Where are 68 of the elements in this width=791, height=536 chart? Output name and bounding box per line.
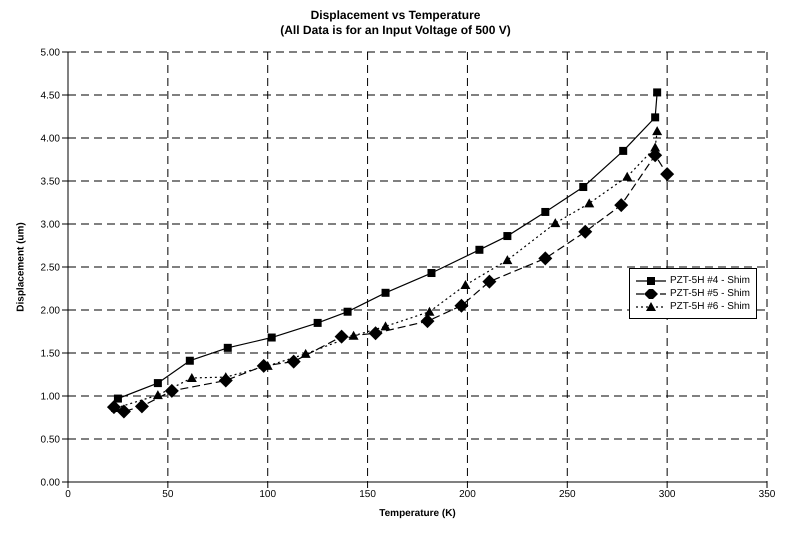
point (651, 113, 660, 122)
point (268, 334, 276, 342)
y-axis-title: Displacement (um) (16, 222, 27, 312)
point (502, 255, 512, 264)
point (424, 306, 434, 316)
y-tick-label: 3.00 (40, 220, 60, 231)
point (660, 167, 674, 182)
point (475, 246, 484, 254)
x-tick-label: 250 (558, 489, 576, 500)
point (482, 274, 496, 289)
point (300, 348, 311, 358)
point (380, 321, 391, 330)
point (314, 318, 322, 327)
point (154, 379, 162, 388)
point (584, 198, 594, 208)
y-tick-label: 3.50 (40, 176, 60, 188)
point (460, 280, 470, 290)
point (503, 232, 512, 240)
y-tick-label: 0.50 (40, 434, 60, 446)
y-tick-label: 0.00 (40, 478, 60, 489)
point (134, 399, 149, 414)
point (650, 142, 660, 152)
point (579, 183, 588, 192)
point (116, 404, 131, 418)
x-axis-title: Temperature (K) (379, 508, 456, 519)
x-tick-label: 100 (259, 489, 276, 500)
point (334, 330, 349, 344)
point (653, 88, 662, 96)
point (420, 314, 434, 328)
point (427, 269, 436, 278)
point (538, 251, 552, 266)
y-tick-label: 4.50 (40, 90, 60, 102)
point (622, 172, 632, 181)
point (152, 390, 163, 400)
legend-label: PZT-5H #6 - Shim (670, 301, 750, 312)
point (652, 126, 662, 136)
point (368, 326, 383, 340)
legend-label: PZT-5H #4 - Shim (670, 275, 750, 286)
point (614, 198, 628, 212)
x-tick-label: 300 (658, 489, 676, 500)
x-tick-label: 350 (758, 489, 776, 500)
y-tick-label: 2.50 (40, 262, 60, 274)
point (382, 288, 390, 297)
point (348, 330, 359, 340)
point (164, 384, 179, 398)
point (550, 218, 560, 228)
x-tick-label: 200 (459, 489, 476, 500)
point (344, 308, 352, 316)
y-tick-label: 4.00 (40, 134, 60, 145)
point (619, 146, 628, 155)
x-tick-label: 0 (65, 489, 72, 500)
point (578, 224, 592, 239)
x-tick-label: 50 (162, 489, 174, 500)
legend-label: PZT-5H #5 - Shim (670, 288, 750, 299)
point (454, 298, 468, 313)
point (186, 356, 194, 365)
point (224, 344, 232, 352)
chart-title: Displacement vs Temperature (310, 8, 482, 23)
chart-subtitle: (All Data is for an Input Voltage of 500 V) (279, 23, 512, 38)
point (186, 372, 197, 382)
y-tick-label: 2.00 (40, 306, 60, 317)
y-tick-label: 1.00 (40, 392, 60, 403)
point (114, 394, 122, 403)
y-tick-label: 1.50 (40, 348, 60, 360)
point (286, 354, 301, 369)
point (541, 208, 550, 216)
y-tick-label: 5.00 (40, 48, 60, 59)
x-tick-label: 150 (359, 489, 376, 500)
